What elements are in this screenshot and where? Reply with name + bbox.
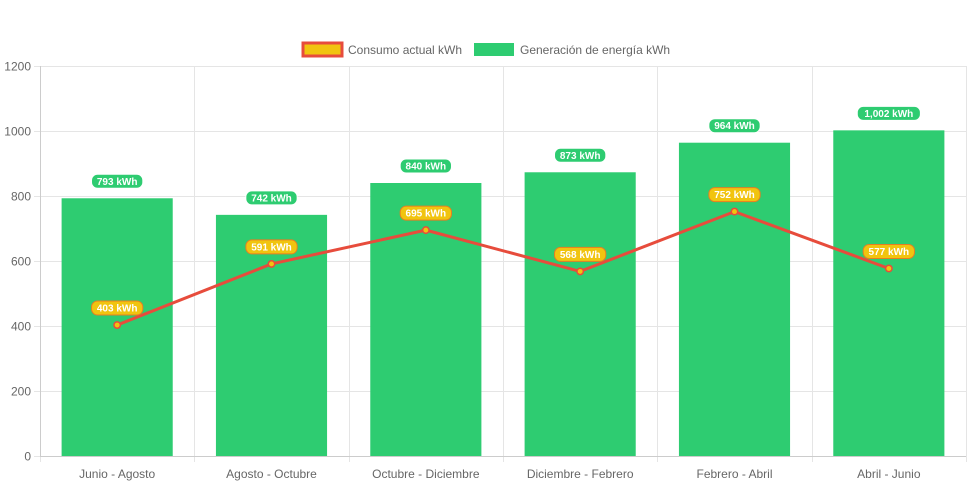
consumption-data-label: 591 kWh [251,242,292,253]
x-tick-label: Diciembre - Febrero [527,467,634,481]
consumption-data-label-bg [862,243,915,259]
bars [61,130,945,456]
consumption-data-label-bg [554,246,607,262]
consumption-point[interactable] [884,264,893,273]
legend-item-generacion[interactable]: Generación de energía kWh [474,43,670,57]
consumption-point[interactable] [113,321,122,329]
generation-data-label: 964 kWh [714,121,755,132]
generation-data-label: 793 kWh [97,177,138,188]
generation-data-label: 742 kWh [251,193,292,204]
legend-swatch-generacion [474,43,514,56]
grid [34,66,967,462]
generation-data-label-bg [399,158,452,174]
consumption-data-label: 695 kWh [406,209,447,220]
generation-bar[interactable] [370,183,482,456]
consumption-line-path [116,210,890,327]
consumption-point[interactable] [267,259,276,268]
consumption-line [113,207,893,329]
generation-bar[interactable] [833,130,945,456]
legend: Consumo actual kWh Generación de energía… [301,41,670,58]
consumption-data-label-bg [399,205,452,221]
legend-label-consumo: Consumo actual kWh [348,43,462,57]
y-tick-label: 0 [24,450,31,464]
generation-data-label-bg [91,173,144,189]
consumption-data-label-bg [245,239,298,255]
x-tick-label: Agosto - Octubre [226,467,317,481]
consumption-data-label: 752 kWh [714,190,755,201]
data-labels: 793 kWh 742 kWh 840 kWh 873 kWh 964 kWh 1,002… [91,105,921,316]
consumption-data-label: 403 kWh [97,304,138,315]
generation-data-label-bg [856,105,921,121]
consumption-point[interactable] [421,226,430,235]
generation-data-label: 1,002 kWh [864,109,913,120]
legend-item-consumo[interactable]: Consumo actual kWh [301,41,462,58]
x-tick-label: Abril - Junio [857,467,921,481]
legend-label-generacion: Generación de energía kWh [520,43,670,57]
y-tick-label: 1200 [4,60,31,74]
generation-bar[interactable] [524,172,636,456]
y-tick-label: 400 [11,320,31,334]
y-tick-label: 200 [11,385,31,399]
generation-data-label-bg [708,118,761,134]
x-tick-label: Octubre - Diciembre [372,467,480,481]
consumption-data-label: 577 kWh [869,247,910,258]
legend-swatch-consumo [301,41,344,58]
x-tick-label: Febrero - Abril [696,467,772,481]
consumption-data-label-bg [708,187,761,203]
y-tick-label: 800 [11,190,31,204]
consumption-data-label-bg [91,300,144,316]
consumption-point[interactable] [576,267,585,276]
x-tick-label: Junio - Agosto [79,467,155,481]
generation-data-label-bg [245,190,298,206]
consumption-point[interactable] [730,207,739,216]
axes: 0 200 400 600 800 1000 1200 Junio - Agosto Agost… [4,60,966,481]
generation-data-label: 840 kWh [406,162,447,173]
generation-data-label-bg [554,147,607,163]
consumption-data-label: 568 kWh [560,250,601,261]
y-tick-label: 600 [11,255,31,269]
generation-data-label: 873 kWh [560,151,601,162]
y-tick-label: 1000 [4,125,31,139]
